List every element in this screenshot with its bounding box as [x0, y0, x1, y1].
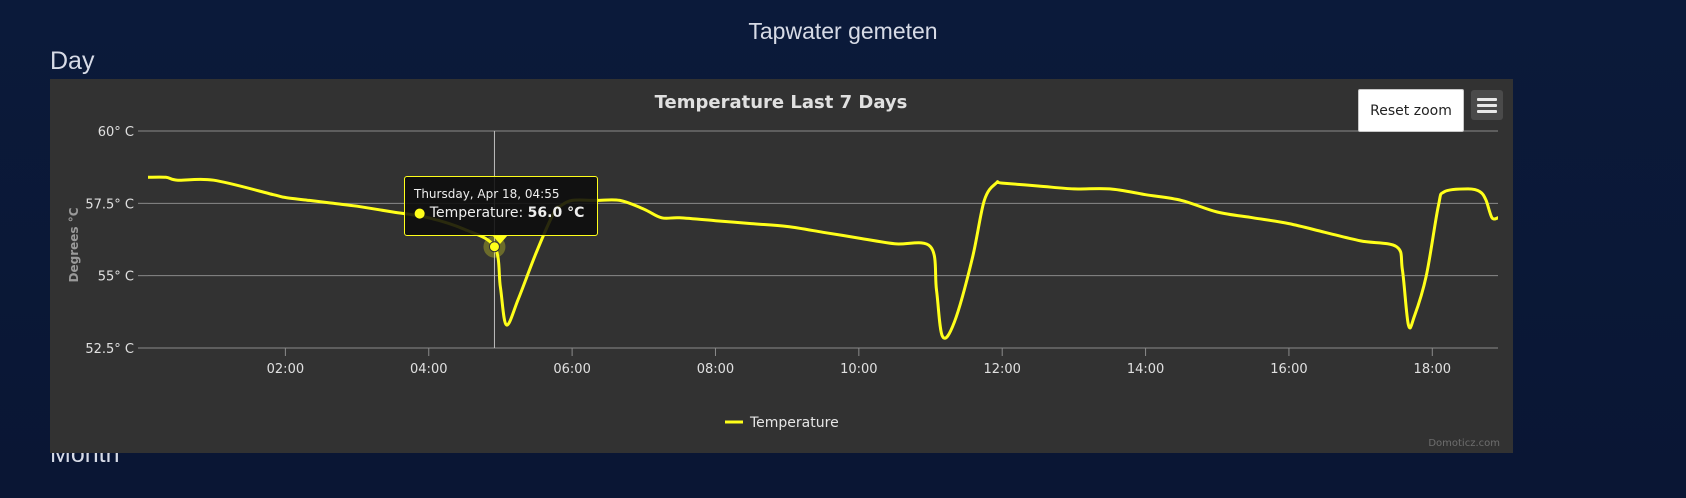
- temperature-chart[interactable]: Temperature Last 7 Days 52.5° C 55° C 57.5…: [50, 79, 1513, 453]
- series-line-temperature[interactable]: [147, 175, 1499, 340]
- y-tick-label: 55° C: [98, 270, 134, 285]
- credit-label[interactable]: Domoticz.com: [1428, 438, 1500, 449]
- x-axis-ticks: 02:00 04:00 06:00 08:00 10:00 12:00 14:00 16:00…: [267, 348, 1451, 377]
- x-tick-label: 14:00: [1127, 362, 1164, 377]
- hamburger-menu-icon-bar: [1477, 103, 1497, 107]
- reset-zoom-button[interactable]: Reset zoom: [1358, 89, 1464, 132]
- x-tick-label: 02:00: [267, 362, 304, 377]
- tooltip-series-label: Temperature:: [429, 205, 524, 221]
- section-title-day: Day: [50, 47, 95, 75]
- x-tick-label: 16:00: [1270, 362, 1307, 377]
- series-layer: [147, 175, 1499, 340]
- tooltip-date: Thursday, Apr 18, 04:55: [414, 187, 560, 201]
- x-tick-label: 04:00: [410, 362, 447, 377]
- legend-item-temperature[interactable]: Temperature: [749, 415, 839, 431]
- x-tick-label: 06:00: [553, 362, 590, 377]
- tooltip-pointer: [492, 235, 508, 244]
- x-tick-label: 08:00: [697, 362, 734, 377]
- hamburger-menu-icon-bar: [1477, 109, 1497, 113]
- y-axis-label: Degrees °C: [67, 207, 81, 282]
- chart-title: Temperature Last 7 Days: [655, 92, 908, 113]
- x-tick-label: 18:00: [1414, 362, 1451, 377]
- hamburger-menu-icon: [1477, 97, 1497, 101]
- y-tick-label: 52.5° C: [85, 342, 134, 357]
- y-tick-label: 57.5° C: [85, 197, 134, 212]
- chart-menu-button[interactable]: [1471, 90, 1503, 120]
- page-title: Tapwater gemeten: [748, 18, 938, 44]
- tooltip-series-dot-icon: ●: [414, 206, 426, 221]
- tooltip-value: 56.0 °C: [527, 205, 585, 221]
- data-tooltip: Thursday, Apr 18, 04:55 ● Temperature: 5…: [404, 176, 598, 236]
- grid-lines: [148, 130, 1498, 349]
- x-tick-label: 12:00: [983, 362, 1020, 377]
- y-tick-label: 60° C: [98, 125, 134, 140]
- x-tick-label: 10:00: [840, 362, 877, 377]
- legend[interactable]: Temperature: [725, 415, 839, 431]
- chart-canvas: Temperature Last 7 Days 52.5° C 55° C 57.5…: [67, 92, 1500, 449]
- y-axis-ticks: 52.5° C 55° C 57.5° C 60° C: [85, 125, 148, 357]
